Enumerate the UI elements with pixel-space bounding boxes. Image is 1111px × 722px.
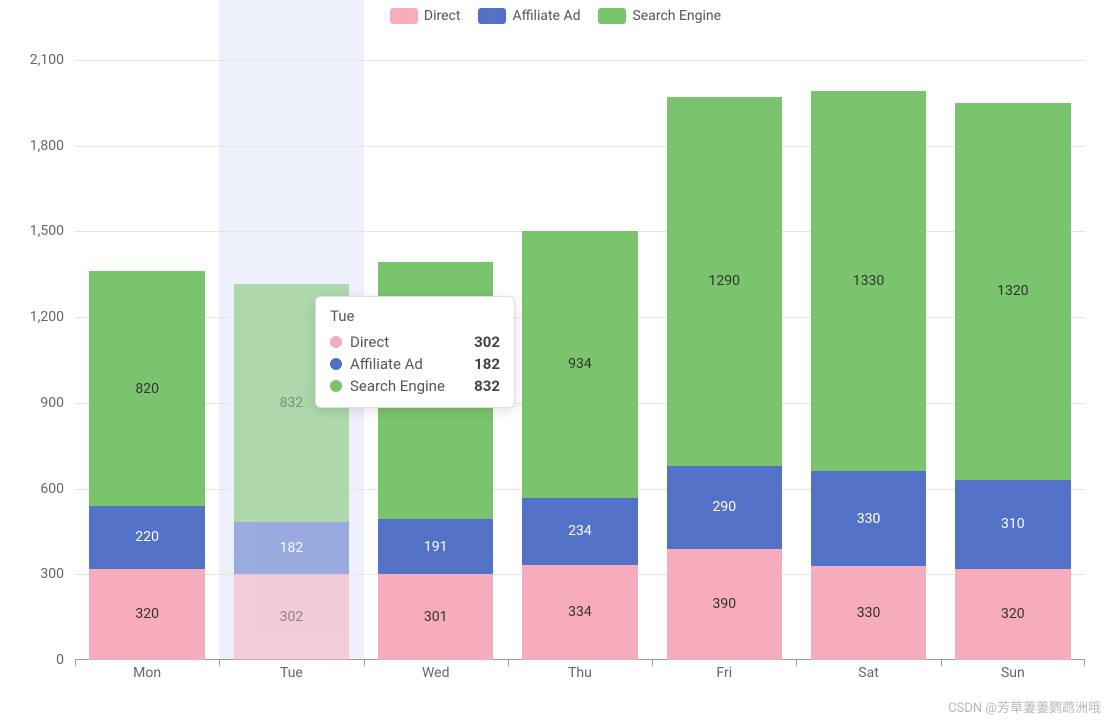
bar-stack: 3203101320 [955, 60, 1070, 660]
segment-direct[interactable]: 320 [955, 569, 1070, 660]
bars: 3202208203021828323011919013342349343902… [75, 60, 1085, 660]
y-tick-label: 1,200 [30, 309, 64, 325]
bar-stack: 3902901290 [667, 60, 782, 660]
x-tick-label: Sun [941, 665, 1085, 695]
bar-stack: 3303301330 [811, 60, 926, 660]
y-tick-label: 1,800 [30, 138, 64, 154]
segment-direct[interactable]: 390 [667, 549, 782, 660]
tooltip-row: Search Engine 832 [330, 375, 500, 397]
tooltip-dot [330, 380, 342, 392]
y-tick-label: 2,100 [30, 52, 64, 68]
category-sun[interactable]: 3203101320 [941, 60, 1085, 660]
x-tick-label: Fri [652, 665, 796, 695]
category-fri[interactable]: 3902901290 [652, 60, 796, 660]
x-tick-label: Wed [364, 665, 508, 695]
plot-area[interactable]: 3202208203021828323011919013342349343902… [75, 60, 1085, 660]
x-tick-label: Sat [796, 665, 940, 695]
segment-affiliate[interactable]: 220 [89, 506, 204, 569]
bar-stack: 320220820 [89, 60, 204, 660]
tooltip-dot [330, 358, 342, 370]
y-axis: 03006009001,2001,5001,8002,100 [0, 60, 70, 660]
segment-affiliate[interactable]: 234 [522, 498, 637, 565]
x-tick-label: Mon [75, 665, 219, 695]
tooltip-row: Direct 302 [330, 331, 500, 353]
legend-item-affiliate[interactable]: Affiliate Ad [478, 8, 580, 24]
segment-search[interactable]: 820 [89, 271, 204, 505]
y-tick-label: 600 [40, 481, 64, 497]
y-tick-label: 1,500 [30, 223, 64, 239]
segment-affiliate[interactable]: 182 [234, 522, 349, 574]
legend-label-direct: Direct [424, 8, 461, 24]
category-sat[interactable]: 3303301330 [796, 60, 940, 660]
tooltip: Tue Direct 302 Affiliate Ad 182 Search Engine… [315, 296, 515, 408]
segment-direct[interactable]: 334 [522, 565, 637, 660]
legend-label-search: Search Engine [632, 8, 721, 24]
legend-item-search[interactable]: Search Engine [598, 8, 721, 24]
watermark: CSDN @芳草萋萋鹦鹉洲哦 [948, 697, 1101, 716]
tooltip-dot [330, 336, 342, 348]
segment-affiliate[interactable]: 310 [955, 480, 1070, 569]
tooltip-value: 832 [474, 377, 500, 395]
segment-direct[interactable]: 302 [234, 574, 349, 660]
x-axis: MonTueWedThuFriSatSun [75, 665, 1085, 695]
segment-search[interactable]: 1290 [667, 97, 782, 466]
segment-affiliate[interactable]: 191 [378, 519, 493, 574]
segment-direct[interactable]: 301 [378, 574, 493, 660]
segment-search[interactable]: 934 [522, 231, 637, 498]
segment-direct[interactable]: 320 [89, 569, 204, 660]
y-tick-label: 300 [40, 566, 64, 582]
segment-affiliate[interactable]: 330 [811, 471, 926, 565]
category-thu[interactable]: 334234934 [508, 60, 652, 660]
chart-container: Direct Affiliate Ad Search Engine 0 300 600 9… [0, 0, 1111, 722]
tooltip-value: 302 [474, 333, 500, 351]
segment-search[interactable]: 1320 [955, 103, 1070, 480]
x-tick-label: Thu [508, 665, 652, 695]
legend-swatch-search [598, 8, 626, 24]
tooltip-title: Tue [330, 307, 500, 325]
x-tick-label: Tue [219, 665, 363, 695]
legend-swatch-direct [390, 8, 418, 24]
tooltip-label: Affiliate Ad [350, 355, 423, 373]
legend: Direct Affiliate Ad Search Engine [0, 8, 1111, 24]
tooltip-label: Direct [350, 333, 389, 351]
segment-direct[interactable]: 330 [811, 566, 926, 660]
category-mon[interactable]: 320220820 [75, 60, 219, 660]
tooltip-value: 182 [474, 355, 500, 373]
tooltip-row: Affiliate Ad 182 [330, 353, 500, 375]
segment-search[interactable]: 1330 [811, 91, 926, 471]
y-tick-label: 900 [40, 395, 64, 411]
y-tick-label: 0 [56, 652, 64, 668]
tooltip-label: Search Engine [350, 377, 445, 395]
segment-affiliate[interactable]: 290 [667, 466, 782, 549]
legend-swatch-affiliate [478, 8, 506, 24]
legend-item-direct[interactable]: Direct [390, 8, 461, 24]
bar-stack: 334234934 [522, 60, 637, 660]
legend-label-affiliate: Affiliate Ad [512, 8, 580, 24]
